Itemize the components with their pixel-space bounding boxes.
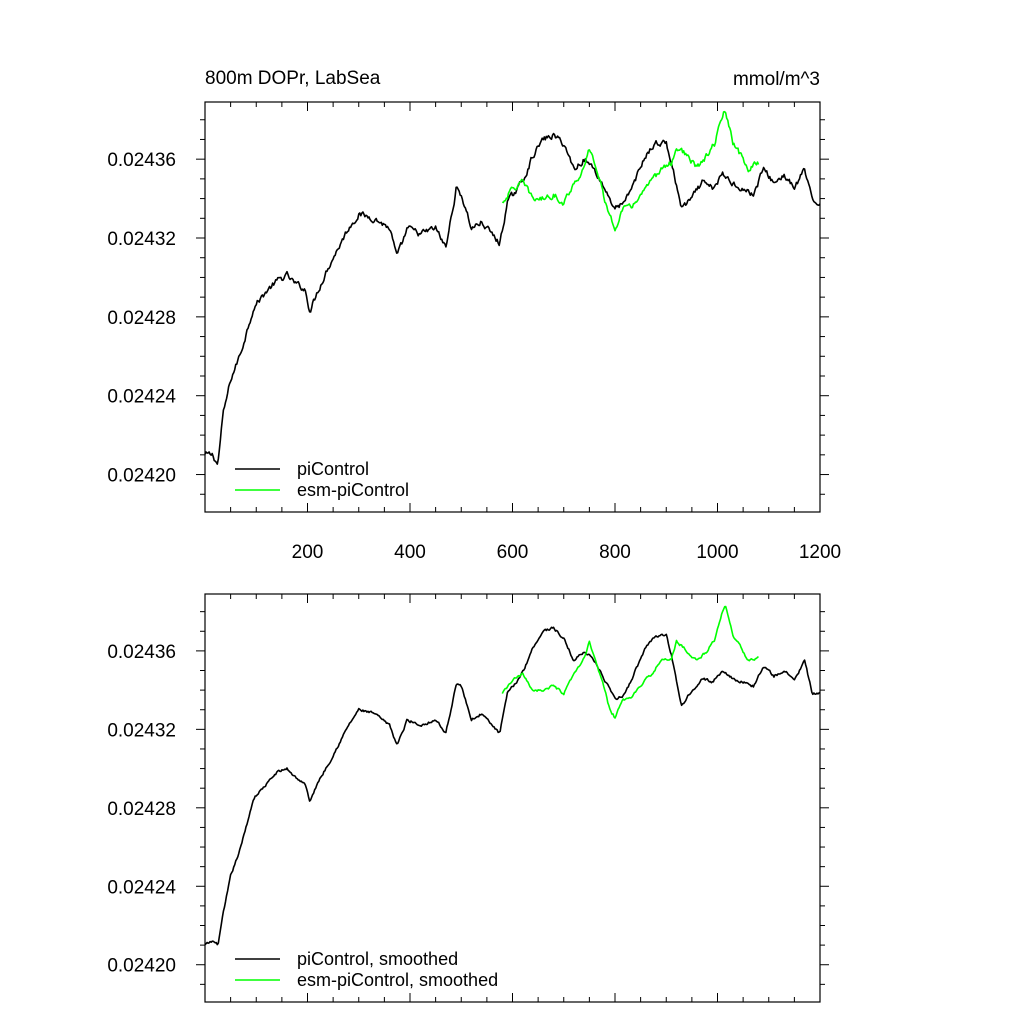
plot-frame (204, 593, 821, 1003)
series-line (501, 605, 759, 719)
series-line (204, 626, 821, 946)
legend-label: esm-piControl (297, 480, 409, 500)
x-tick-label: 800 (599, 542, 631, 563)
units-label: mmol/m^3 (733, 69, 820, 90)
legend-label: piControl, smoothed (297, 949, 458, 969)
x-tick-label: 200 (292, 542, 324, 563)
y-tick-label: 0.02420 (107, 956, 176, 977)
y-tick-label: 0.02424 (107, 877, 176, 898)
x-tick-label: 400 (394, 542, 426, 563)
legend-label: esm-piControl, smoothed (297, 970, 498, 990)
series-line (501, 110, 760, 232)
x-tick-label: 1000 (696, 542, 738, 563)
y-tick-label: 0.02420 (107, 466, 176, 487)
y-tick-label: 0.02436 (107, 642, 176, 663)
legend-label: piControl (297, 459, 369, 479)
series-line (204, 132, 821, 465)
y-tick-label: 0.02436 (107, 150, 176, 171)
x-tick-label: 1200 (799, 542, 841, 563)
plot-frame (204, 101, 821, 513)
y-tick-label: 0.02432 (107, 229, 176, 250)
y-tick-label: 0.02424 (107, 387, 176, 408)
y-tick-label: 0.02432 (107, 720, 176, 741)
chart-title: 800m DOPr, LabSea (205, 68, 381, 89)
y-tick-label: 0.02428 (107, 799, 176, 820)
x-tick-label: 600 (497, 542, 529, 563)
y-tick-label: 0.02428 (107, 308, 176, 329)
